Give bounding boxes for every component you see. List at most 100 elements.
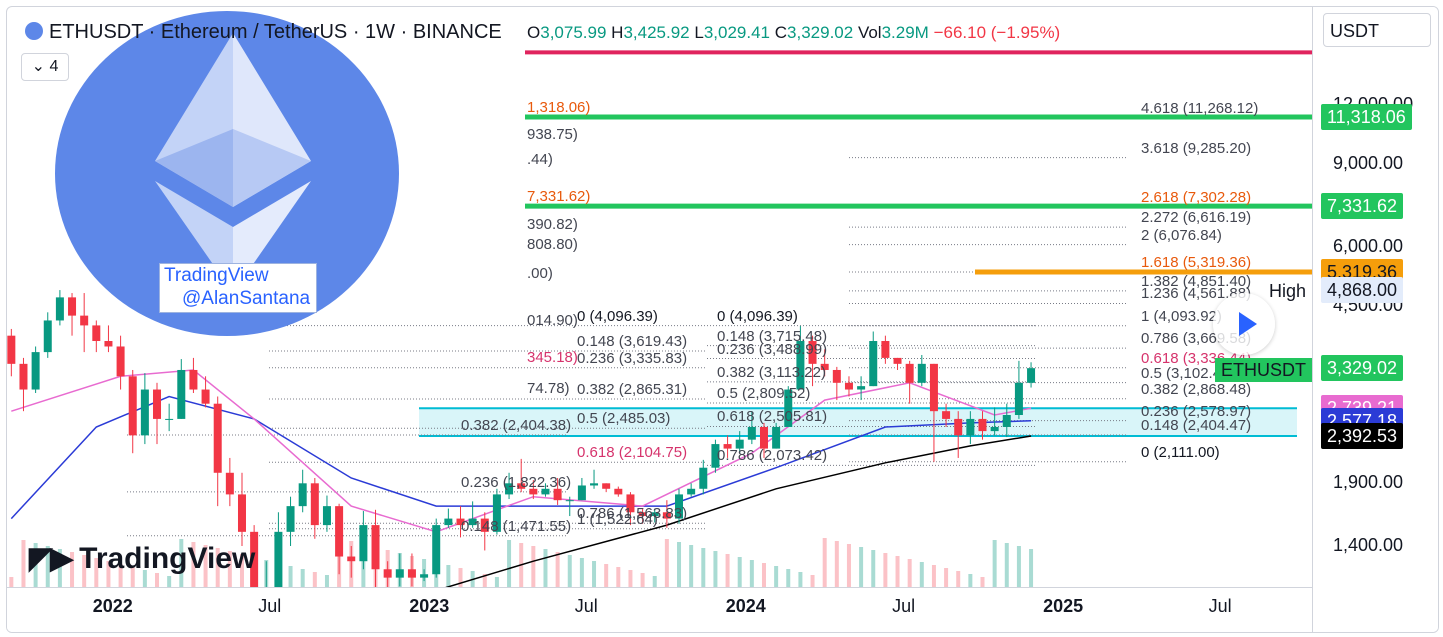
volume-bar [215,548,220,587]
volume-bar [616,567,621,587]
volume-bar [701,548,706,587]
fib-right-label: 1 (4,093.92) [1141,307,1222,325]
candle-body-58 [711,444,720,468]
volume-bar [713,551,718,587]
candle-body-6 [80,315,89,326]
fib-mid-a-label: 0.786 (1,563.83) [577,505,688,523]
fib-mid-a-label: 0 (4,096.39) [577,307,658,325]
fib-cut-label: .44) [527,150,553,168]
currency-selector[interactable]: USDT [1323,13,1431,47]
ema-pink-line [11,369,1032,533]
volume-bar [1029,549,1034,587]
candle-body-18 [225,472,234,495]
price-badge: 3,329.02 [1321,355,1404,382]
replay-play-button[interactable] [1213,293,1275,355]
fib-right-label: 0 (2,111.00) [1141,443,1220,461]
candle-body-41 [505,483,514,495]
time-tick-label: 2024 [725,596,766,616]
candle-body-55 [675,494,684,519]
volume-bar [94,558,99,587]
candle-body-80 [978,418,987,432]
candle-body-1 [19,363,28,390]
volume-bar [239,554,244,587]
time-axis[interactable]: 2022 Jul 2023 Jul 2024 Jul 2025 Jul [7,587,1312,632]
symbol-price-tag: ETHUSDT [1215,358,1312,382]
candle-body-52 [638,512,647,517]
candle-body-60 [735,439,744,449]
candle-body-79 [966,418,975,436]
time-tick-label: Jul [892,596,916,616]
volume-bar [822,538,827,587]
low-prefix: L [694,23,704,42]
candle-body-8 [104,341,113,347]
volume-bar [33,543,38,587]
author-watermark: TradingView @AlanSantana [159,263,317,313]
collapse-indicators-button[interactable]: ⌄ 4 [21,53,69,81]
candle-body-72 [881,341,890,358]
volume-bar [689,545,694,587]
volume-bar [871,550,876,587]
candle-body-12 [153,389,162,419]
candle-body-66 [808,341,817,364]
volume-bar [919,562,924,587]
fib-cut-label: 7,331.62) [527,188,591,206]
candle-body-9 [116,346,125,377]
volume-bar [167,576,172,587]
volume-bar [677,542,682,587]
volume-bar [142,570,147,587]
candle-body-63 [772,426,781,449]
candle-body-84 [1027,368,1036,383]
volume-bar [944,568,949,587]
candle-body-48 [590,483,599,486]
candle-body-78 [954,418,963,436]
volume-bar [652,576,657,587]
candle-body-57 [699,467,708,489]
volume-bar [45,546,50,587]
fib-cut-label: .00) [527,264,553,282]
candle-body-59 [723,444,732,449]
fib-right-label: 0.382 (2,868.48) [1141,380,1252,398]
candle-body-0 [7,335,16,364]
chart-frame: TradingView @AlanSantana ETHUSDT · Ether… [6,6,1439,633]
candle-body-44 [541,488,550,495]
high-value: 3,425.92 [623,23,690,42]
fib-right-label: 0.148 (2,404.47) [1141,416,1252,434]
volume-bar [725,554,730,587]
candle-body-42 [517,483,526,489]
candle-body-34 [420,574,429,578]
fib-left-label: 0.236 (1,822.36) [461,473,572,491]
fib-mid-b-label: 0.382 (3,113.22) [717,363,826,381]
plot-area[interactable]: TradingView @AlanSantana ETHUSDT · Ether… [7,7,1312,587]
open-prefix: O [527,23,541,42]
candle-body-38 [468,518,477,526]
candle-body-14 [177,369,186,419]
candle-body-36 [444,518,453,526]
volume-bar [130,567,135,587]
open-value: 3,075.99 [540,23,607,42]
fib-right-label: 0.236 (2,578.97) [1141,402,1252,420]
candle-body-50 [614,488,623,495]
fib-cut-label: 014.90) [527,311,578,329]
candle-body-67 [820,363,829,370]
volume-bar [203,545,208,587]
volume-bar [761,563,766,587]
volume-bar [579,558,584,587]
symbol-name: ETHUSDT [49,21,144,43]
candle-body-82 [1002,415,1011,427]
price-badge: 2,392.53 [1321,422,1404,449]
volume-bar [664,539,669,587]
fib-mid-a-label: 0.5 (2,485.03) [577,410,671,428]
candle-body-32 [395,569,404,578]
candle-body-69 [844,382,853,390]
support-band [419,408,1297,436]
symbol-legend[interactable]: ETHUSDT · Ethereum / TetherUS · 1W · BIN… [25,21,502,44]
volume-bar [324,575,329,587]
volume-bar [106,561,111,587]
price-axis[interactable]: USDT 12,000.009,000.006,000.004,500.001,… [1312,7,1438,632]
volume-bar [543,549,548,587]
volume-bar [604,564,609,587]
volume-bar [846,544,851,587]
fib-mid-a-label: 1 (1,522.64) [577,510,658,528]
time-tick-label: 2023 [409,596,450,616]
price-badge: 11,318.06 [1321,103,1412,130]
